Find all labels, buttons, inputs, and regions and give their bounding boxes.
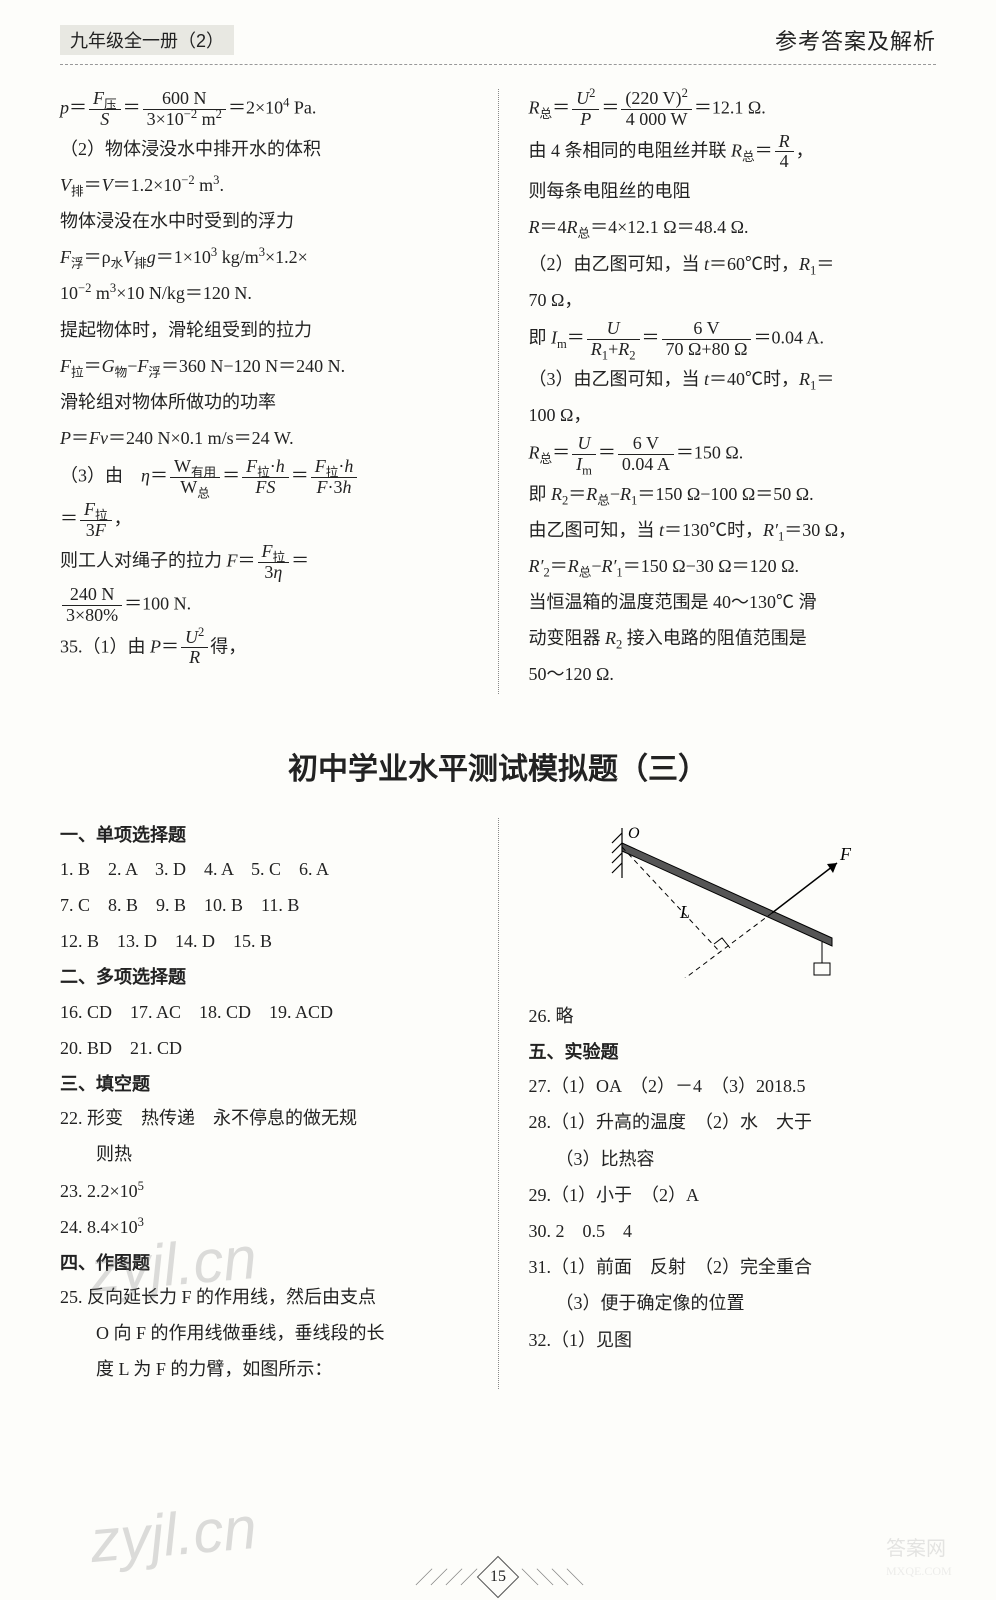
section-4-head: 四、作图题 <box>60 1246 468 1280</box>
text-line: 提起物体时，滑轮组受到的拉力 <box>60 313 468 347</box>
answer-row: 28.（1）升高的温度 （2）水 大于 <box>529 1105 937 1139</box>
answer-row: 23. 2.2×105 <box>60 1174 468 1208</box>
section-3-head: 三、填空题 <box>60 1067 468 1101</box>
eq-P: P＝Fv＝240 N×0.1 m/s＝24 W. <box>60 421 468 455</box>
answer-row: 26. 略 <box>529 999 937 1033</box>
solutions-top-right: R总＝U2P＝(220 V)24 000 W＝12.1 Ω. 由 4 条相同的电… <box>529 89 937 694</box>
eq-eta: （3）由 η＝W有用W总＝F拉·hFS＝F拉·hF·3h <box>60 457 468 498</box>
eq-Rtot: R总＝U2P＝(220 V)24 000 W＝12.1 Ω. <box>529 89 937 130</box>
answer-row: 24. 8.4×103 <box>60 1210 468 1244</box>
answer-row: 7. C 8. B 9. B 10. B 11. B <box>60 888 468 922</box>
eq-R2p: R′2＝R总−R′1＝150 Ω−30 Ω＝120 Ω. <box>529 549 937 583</box>
label-F: F <box>839 844 852 864</box>
eq-Vpai: V排＝V＝1.2×10−2 m3. <box>60 168 468 202</box>
text-line: 50～120 Ω. <box>529 657 937 691</box>
page-number-value: 15 <box>490 1569 506 1585</box>
answer-row: （3）比热容 <box>529 1142 937 1176</box>
page-number: ／／／／ 15 ＼＼＼＼ <box>411 1562 585 1592</box>
answer-row: 30. 2 0.5 4 <box>529 1214 937 1248</box>
eq-R: R＝4R总＝4×12.1 Ω＝48.4 Ω. <box>529 210 937 244</box>
column-divider <box>498 89 499 694</box>
answer-row: 31.（1）前面 反射 （2）完全重合 <box>529 1250 937 1284</box>
section-1-head: 一、单项选择题 <box>60 818 468 852</box>
answer-row: 32.（1）见图 <box>529 1323 937 1357</box>
q35-1: 35.（1）由 P＝U2R得， <box>60 628 468 669</box>
text-line: 滑轮组对物体所做功的功率 <box>60 385 468 419</box>
text-line: 物体浸没在水中时受到的浮力 <box>60 204 468 238</box>
answers-bottom-right: O F L <box>529 818 937 1389</box>
answer-row: 27.（1）OA （2）－4 （3）2018.5 <box>529 1069 937 1103</box>
svg-text:MXQE.COM: MXQE.COM <box>886 1564 952 1578</box>
solutions-top-left: p＝F压S＝600 N3×10−2 m2＝2×104 Pa. （2）物体浸没水中… <box>60 89 468 694</box>
page-ornament-right: ＼＼＼＼ <box>521 1564 581 1590</box>
answer-row: 22. 形变 热传递 永不停息的做无规 <box>60 1101 468 1135</box>
column-divider <box>498 818 499 1389</box>
eq-Rtot2: R总＝UIm＝6 V0.04 A＝150 Ω. <box>529 434 937 475</box>
answers-bottom-left: 一、单项选择题 1. B 2. A 3. D 4. A 5. C 6. A 7.… <box>60 818 468 1389</box>
answer-row: 则热 <box>60 1137 468 1171</box>
lever-svg: O F L <box>602 818 862 978</box>
eq-p: p＝F压S＝600 N3×10−2 m2＝2×104 Pa. <box>60 89 468 130</box>
answer-row: 12. B 13. D 14. D 15. B <box>60 924 468 958</box>
text-line: 100 Ω， <box>529 398 937 432</box>
section-5-head: 五、实验题 <box>529 1035 937 1069</box>
eq-eta2: ＝F拉3F， <box>60 500 468 541</box>
text-line: 70 Ω， <box>529 283 937 317</box>
eq-Frope: 则工人对绳子的拉力 F＝F拉3η＝ <box>60 542 468 583</box>
answers-bottom: 一、单项选择题 1. B 2. A 3. D 4. A 5. C 6. A 7.… <box>60 818 936 1389</box>
svg-text:答案网: 答案网 <box>886 1537 946 1560</box>
eq-R2: 即 R2＝R总−R1＝150 Ω−100 Ω＝50 Ω. <box>529 477 937 511</box>
text-line: （2）物体浸没水中排开水的体积 <box>60 132 468 166</box>
eq-t130: 由乙图可知，当 t＝130℃时，R′1＝30 Ω， <box>529 513 937 547</box>
corner-watermark: 答案网 MXQE.COM <box>886 1530 986 1590</box>
eq-parallel: 由 4 条相同的电阻丝并联 R总＝R4， <box>529 132 937 173</box>
page-header: 九年级全一册（2） 参考答案及解析 <box>60 24 936 65</box>
answer-row: （3）便于确定像的位置 <box>529 1286 937 1320</box>
answer-row: 29.（1）小于 （2）A <box>529 1178 937 1212</box>
eq-Ffu2: 10−2 m3×10 N/kg＝120 N. <box>60 276 468 310</box>
eq-t40: （3）由乙图可知，当 t＝40℃时，R1＝ <box>529 362 937 396</box>
text-line: 动变阻器 R2 接入电路的阻值范围是 <box>529 621 937 655</box>
solutions-top: p＝F压S＝600 N3×10−2 m2＝2×104 Pa. （2）物体浸没水中… <box>60 89 936 694</box>
mock-test-title: 初中学业水平测试模拟题（三） <box>60 744 936 788</box>
lever-diagram: O F L <box>529 818 937 989</box>
book-volume-label: 九年级全一册（2） <box>60 25 234 55</box>
page-section-label: 参考答案及解析 <box>775 24 936 56</box>
answer-row: 20. BD 21. CD <box>60 1031 468 1065</box>
section-2-head: 二、多项选择题 <box>60 960 468 994</box>
eq-t60: （2）由乙图可知，当 t＝60℃时，R1＝ <box>529 247 937 281</box>
answer-row: 1. B 2. A 3. D 4. A 5. C 6. A <box>60 852 468 886</box>
eq-Fla: F拉＝G物−F浮＝360 N−120 N＝240 N. <box>60 349 468 383</box>
answer-row: 度 L 为 F 的力臂，如图所示： <box>60 1352 468 1386</box>
answer-row: 25. 反向延长力 F 的作用线，然后由支点 <box>60 1280 468 1314</box>
eq-Frope2: 240 N3×80%＝100 N. <box>60 585 468 626</box>
answer-row: 16. CD 17. AC 18. CD 19. ACD <box>60 995 468 1029</box>
eq-Im: 即 Im＝UR1+R2＝6 V70 Ω+80 Ω＝0.04 A. <box>529 319 937 360</box>
text-line: 当恒温箱的温度范围是 40～130℃ 滑 <box>529 585 937 619</box>
watermark-2: zyjl.cn <box>87 1493 259 1576</box>
answer-row: O 向 F 的作用线做垂线，垂线段的长 <box>60 1316 468 1350</box>
text-line: 则每条电阻丝的电阻 <box>529 174 937 208</box>
label-O: O <box>628 825 640 842</box>
eq-Ffu1: F浮＝ρ水V排g＝1×103 kg/m3×1.2× <box>60 240 468 274</box>
answer-key-page: 九年级全一册（2） 参考答案及解析 p＝F压S＝600 N3×10−2 m2＝2… <box>0 0 996 1600</box>
label-L: L <box>679 902 690 922</box>
page-ornament-left: ／／／／ <box>415 1564 475 1590</box>
